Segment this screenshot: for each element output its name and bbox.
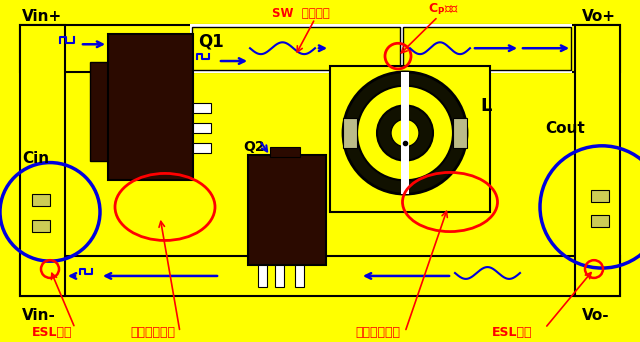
Bar (193, 143, 211, 153)
Text: SW  焊盘太大: SW 焊盘太大 (272, 7, 330, 20)
Bar (295, 265, 304, 287)
Text: Vin-: Vin- (22, 308, 56, 323)
Bar (248, 155, 326, 265)
Text: 回路面积太大: 回路面积太大 (130, 326, 175, 339)
Circle shape (343, 72, 467, 194)
Text: Cout: Cout (545, 121, 585, 136)
Bar (32, 220, 50, 232)
Text: ESL太大: ESL太大 (32, 326, 72, 339)
Text: Q1: Q1 (198, 32, 224, 50)
Text: ESL太大: ESL太大 (492, 326, 532, 339)
Bar (90, 62, 112, 161)
Circle shape (377, 105, 433, 161)
Bar (108, 35, 193, 180)
Circle shape (391, 119, 419, 147)
Bar (591, 190, 609, 202)
Text: $\mathbf{C_P}$太大: $\mathbf{C_P}$太大 (428, 2, 459, 17)
Text: L: L (480, 97, 492, 115)
Text: Cin: Cin (22, 150, 49, 166)
Bar (270, 147, 300, 157)
Bar (453, 118, 467, 148)
Text: Q2: Q2 (243, 140, 264, 154)
Text: Vo+: Vo+ (582, 9, 616, 24)
Bar (20, 25, 65, 296)
Circle shape (357, 86, 453, 180)
Bar (193, 103, 211, 113)
Bar (190, 24, 400, 73)
Text: Vin+: Vin+ (22, 9, 62, 24)
Bar (330, 66, 490, 212)
Bar (32, 194, 50, 206)
Bar (20, 25, 620, 72)
Bar (400, 24, 572, 73)
Text: Vo-: Vo- (582, 308, 610, 323)
Bar (192, 27, 400, 70)
Bar (258, 265, 267, 287)
Bar (401, 72, 409, 194)
Bar (20, 256, 620, 296)
Bar (591, 215, 609, 227)
Text: 回路面积太大: 回路面积太大 (355, 326, 400, 339)
Bar (193, 123, 211, 133)
Bar (403, 27, 571, 70)
Bar (275, 265, 284, 287)
Bar (343, 118, 357, 148)
Bar (575, 25, 620, 296)
